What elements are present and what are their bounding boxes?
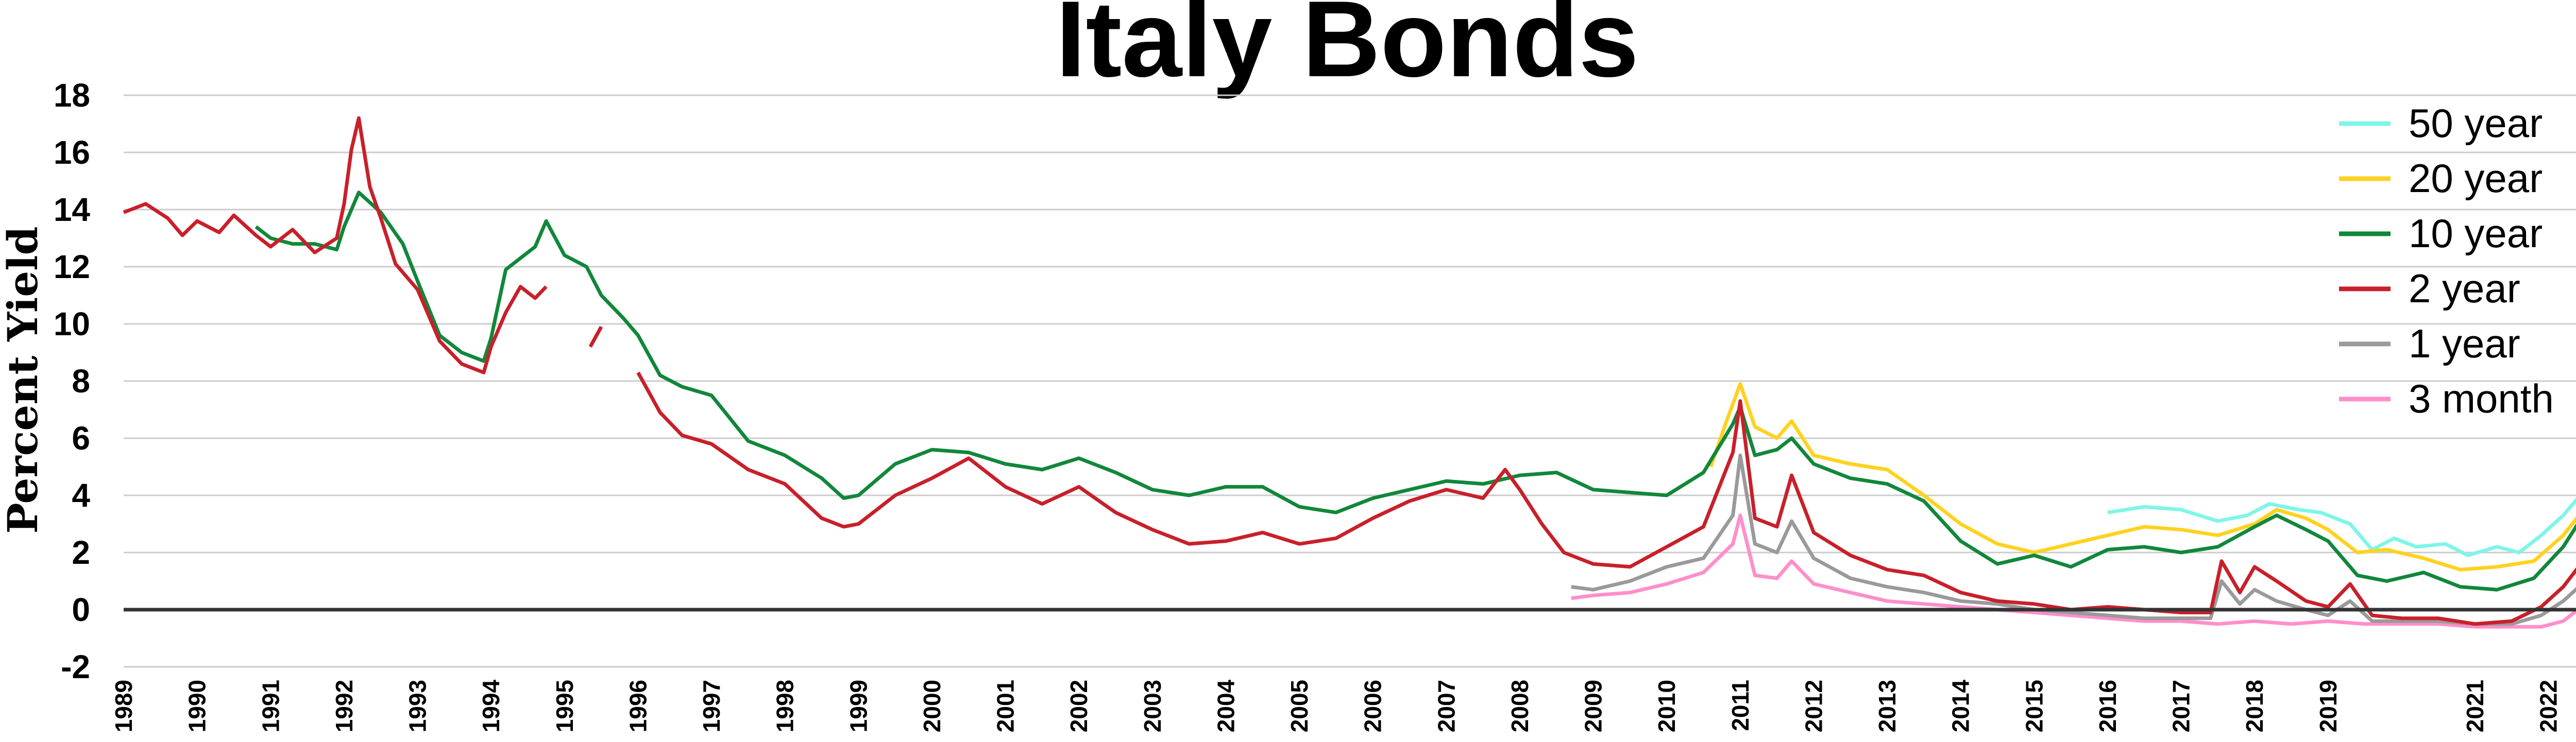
x-tick-label-1991: 1991 (257, 680, 284, 732)
x-tick-label-2016: 2016 (2094, 680, 2121, 732)
x-tick-label-2022: 2022 (2535, 680, 2562, 732)
series-line-10y (255, 191, 2576, 592)
x-tick-label-1996: 1996 (624, 680, 651, 732)
x-tick-label-2003: 2003 (1139, 680, 1166, 732)
y-tick-label-left: 14 (54, 191, 91, 228)
x-tick-label-2015: 2015 (2021, 680, 2047, 732)
x-tick-label-1994: 1994 (478, 680, 504, 733)
y-tick-label-left: 4 (72, 477, 90, 514)
x-tick-label-2013: 2013 (1874, 680, 1901, 732)
legend: 50 year 20 year 10 year 2 year 1 year 3 month (2339, 100, 2554, 421)
x-tick-label-2008: 2008 (1506, 680, 1533, 732)
legend-label-10y: 10 year (2409, 211, 2543, 256)
x-tick-label-2005: 2005 (1286, 680, 1313, 732)
x-tick-label-2004: 2004 (1212, 680, 1239, 733)
legend-label-1y: 1 year (2409, 321, 2520, 366)
x-tick-label-2000: 2000 (919, 680, 945, 732)
x-tick-label-2009: 2009 (1580, 680, 1607, 732)
x-tick-label-2002: 2002 (1065, 680, 1092, 732)
x-tick-label-2021: 2021 (2462, 680, 2488, 732)
y-tick-label-left: 8 (72, 363, 90, 400)
y-tick-label-left: 0 (72, 591, 90, 628)
x-tick-label-1995: 1995 (551, 680, 578, 732)
x-tick-label-2010: 2010 (1653, 680, 1680, 732)
y-tick-label-left: 10 (54, 305, 90, 342)
x-tick-label-1999: 1999 (845, 680, 872, 732)
x-tick-label-2014: 2014 (1947, 680, 1974, 733)
x-tick-label-2017: 2017 (2168, 680, 2195, 732)
x-tick-label-1997: 1997 (698, 680, 725, 732)
y-axis-label: Percent Yield (0, 227, 47, 534)
series-line-3m (1571, 513, 2576, 629)
x-tick-label-2011: 2011 (1727, 680, 1754, 731)
y-tick-label-left: 18 (54, 77, 90, 114)
series-lines (123, 116, 2576, 629)
x-tick-label-1992: 1992 (331, 680, 358, 732)
x-tick-label-1989: 1989 (110, 680, 137, 732)
y-tick-label-left: 12 (54, 248, 90, 285)
legend-label-20y: 20 year (2409, 156, 2543, 201)
series-line-50y (2107, 497, 2576, 557)
y-tick-label-left: -2 (61, 648, 90, 685)
x-ticks: 1989 1990 1991 1992 1993 1994 1995 1996 1997 1998… (110, 680, 2562, 733)
x-tick-label-2006: 2006 (1360, 680, 1386, 732)
y-tick-label-left: 6 (72, 420, 90, 457)
y-ticks-left: -2 0 2 4 6 8 10 12 14 16 18 (54, 77, 91, 685)
series-line-20y (1709, 382, 2576, 572)
legend-label-50y: 50 year (2409, 100, 2543, 146)
x-tick-label-2019: 2019 (2315, 680, 2342, 732)
x-tick-label-1998: 1998 (772, 680, 799, 732)
chart-title: Italy Bonds (1056, 0, 1639, 99)
y-tick-label-left: 2 (72, 534, 90, 571)
x-tick-label-2012: 2012 (1800, 680, 1827, 732)
x-tick-label-2001: 2001 (992, 680, 1019, 732)
x-tick-label-1990: 1990 (184, 680, 211, 732)
series-line-2y (123, 116, 2576, 626)
x-tick-label-2007: 2007 (1433, 680, 1460, 732)
y-tick-label-left: 16 (54, 134, 90, 171)
gridlines (124, 94, 2576, 668)
legend-label-3m: 3 month (2409, 376, 2554, 421)
x-tick-label-2018: 2018 (2241, 680, 2268, 732)
legend-label-2y: 2 year (2409, 266, 2520, 311)
x-tick-label-1993: 1993 (404, 680, 431, 732)
